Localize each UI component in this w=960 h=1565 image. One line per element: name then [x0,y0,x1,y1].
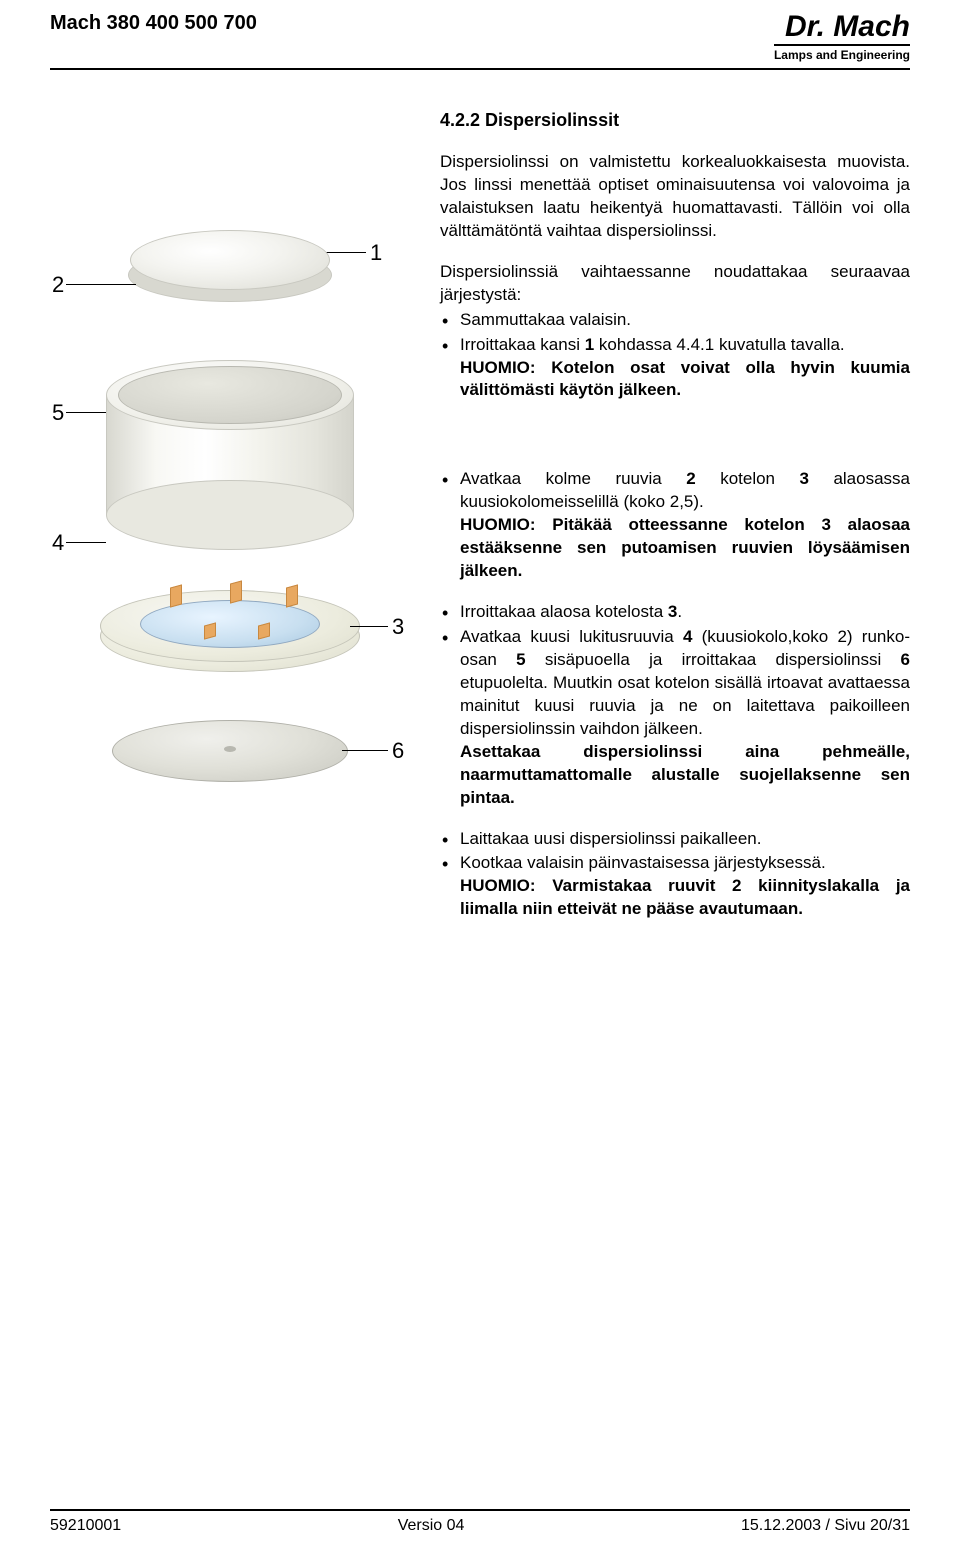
page-content: 2 1 5 4 [0,70,960,939]
callout-line [66,412,106,413]
intro-paragraph: Dispersiolinssi on valmistettu korkealuo… [440,151,910,243]
diagram-column: 2 1 5 4 [50,110,430,939]
steps1-intro: Dispersiolinssiä vaihtaessanne noudattak… [440,261,910,307]
steps-group-3: Irroittakaa alaosa kotelosta 3. Avatkaa … [440,601,910,809]
part-cylinder [106,360,354,540]
callout-line [66,542,106,543]
part-lid [130,230,330,290]
callout-1: 1 [370,240,382,266]
product-name: Mach 380 400 500 700 [50,12,257,35]
list-item: Avatkaa kuusi lukitusruuvia 4 (kuusiokol… [440,626,910,810]
steps-group-4: Laittakaa uusi dispersiolinssi paikallee… [440,828,910,922]
brand-tagline: Lamps and Engineering [774,44,910,62]
callout-4: 4 [52,530,64,556]
footer-center: Versio 04 [398,1517,465,1535]
section-title: 4.2.2 Dispersiolinssit [440,110,910,131]
list-item: Avatkaa kolme ruuvia 2 kotelon 3 alaosas… [440,468,910,583]
text-column: 4.2.2 Dispersiolinssit Dispersiolinssi o… [430,110,910,939]
part-ring-assembly [100,590,360,680]
callout-6: 6 [392,738,404,764]
callout-line [342,750,388,751]
callout-2: 2 [52,272,64,298]
page-header: Mach 380 400 500 700 Dr. Mach Lamps and … [50,0,910,70]
callout-line [350,626,388,627]
list-item: Irroittakaa alaosa kotelosta 3. [440,601,910,624]
steps-group-1: Sammuttakaa valaisin. Irroittakaa kansi … [440,309,910,403]
list-item: Sammuttakaa valaisin. [440,309,910,332]
part-lens-center [224,746,236,752]
list-item: Kootkaa valaisin päinvastaisessa järjest… [440,852,910,921]
footer-right: 15.12.2003 / Sivu 20/31 [741,1517,910,1535]
page-footer: 59210001 Versio 04 15.12.2003 / Sivu 20/… [50,1509,910,1535]
list-item: Laittakaa uusi dispersiolinssi paikallee… [440,828,910,851]
callout-5: 5 [52,400,64,426]
steps-group-2: Avatkaa kolme ruuvia 2 kotelon 3 alaosas… [440,468,910,583]
callout-line [66,284,136,285]
footer-left: 59210001 [50,1517,121,1535]
list-item: Irroittakaa kansi 1 kohdassa 4.4.1 kuvat… [440,334,910,403]
callout-3: 3 [392,614,404,640]
brand-block: Dr. Mach Lamps and Engineering [774,12,910,64]
brand-name: Dr. Mach [774,12,910,42]
